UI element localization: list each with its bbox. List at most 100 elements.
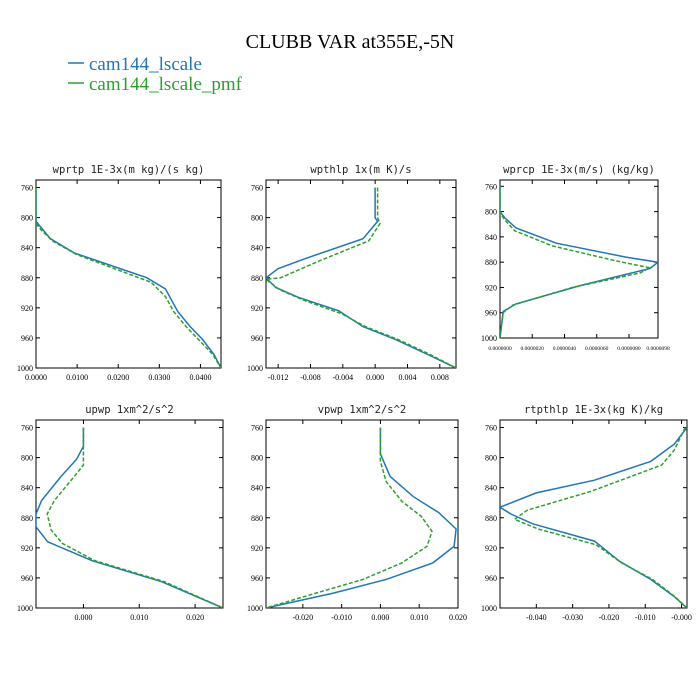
y-tick-label: 1000 [17, 604, 33, 613]
series-line-lscale-pmf [36, 187, 221, 368]
panel-6: rtpthlp 1E-3x(kg K)/kg 760 800 840 880 920 960… [481, 404, 692, 622]
y-tick-label: 840 [251, 244, 263, 253]
y-tick-label: 840 [21, 244, 33, 253]
x-tick-label: -0.012 [268, 373, 289, 382]
panel-1: wprtp 1E-3x(m kg)/(s kg) 760 800 840 880 920 9… [17, 164, 222, 382]
panel-frame [35, 179, 222, 369]
panel-title: vpwp 1xm^2/s^2 [318, 404, 407, 416]
y-tick-label: 840 [485, 484, 497, 493]
series-line-lscale [500, 427, 687, 608]
y-tick-label: 800 [21, 214, 33, 223]
y-tick-label: 920 [251, 544, 263, 553]
y-tick-label: 880 [251, 514, 263, 523]
y-tick-label: 960 [251, 574, 263, 583]
y-tick-label: 760 [485, 182, 497, 191]
x-tick-label: 0.0000020 [521, 346, 545, 352]
series-line-lscale [36, 427, 223, 608]
y-tick-label: 800 [251, 454, 263, 463]
y-tick-label: 800 [485, 208, 497, 217]
panel-title: wprtp 1E-3x(m kg)/(s kg) [53, 164, 205, 176]
y-tick-label: 800 [485, 454, 497, 463]
x-tick-label: -0.004 [332, 373, 353, 382]
x-tick-label: 0.000 [366, 373, 384, 382]
x-tick-label: 0.010 [410, 613, 428, 622]
y-tick-label: 1000 [481, 334, 497, 343]
panel-4: upwp 1xm^2/s^2 760 800 840 880 920 960 1000 0.00… [17, 404, 224, 622]
x-tick-label: 0.0000 [25, 373, 47, 382]
panel-frame [499, 419, 688, 609]
y-tick-label: 960 [485, 309, 497, 318]
y-tick-label: 880 [251, 274, 263, 283]
series-line-lscale-pmf [266, 187, 456, 368]
x-tick-label: 0.000 [74, 613, 92, 622]
series-line-lscale-pmf [46, 427, 223, 608]
panel-title: upwp 1xm^2/s^2 [85, 404, 174, 416]
y-tick-label: 760 [21, 184, 33, 193]
y-tick-label: 800 [251, 214, 263, 223]
x-tick-label: 0.008 [431, 373, 449, 382]
x-tick-label: 0.0000000 [488, 346, 512, 352]
panel-frame [265, 419, 459, 609]
x-tick-label: 0.0000098 [646, 346, 670, 352]
y-tick-label: 920 [251, 304, 263, 313]
x-tick-label: 0.0000080 [617, 346, 641, 352]
x-tick-label: 0.020 [186, 613, 204, 622]
x-tick-label: -0.030 [562, 613, 583, 622]
y-tick-label: 1000 [247, 604, 263, 613]
x-tick-label: -0.008 [300, 373, 321, 382]
y-tick-label: 800 [21, 454, 33, 463]
y-tick-label: 760 [485, 424, 497, 433]
x-tick-label: -0.010 [635, 613, 656, 622]
y-tick-label: 1000 [481, 604, 497, 613]
x-tick-label: 0.0200 [107, 373, 129, 382]
x-tick-label: 0.020 [449, 613, 467, 622]
series-line-lscale-pmf [266, 427, 433, 608]
y-tick-label: 880 [485, 514, 497, 523]
series-line-lscale [36, 187, 221, 368]
legend-label-lscale: cam144_lscale [89, 54, 202, 75]
y-tick-label: 840 [21, 484, 33, 493]
y-tick-label: 920 [485, 283, 497, 292]
x-tick-label: 0.0000060 [585, 346, 609, 352]
y-tick-label: 880 [21, 274, 33, 283]
panel-title: wprcp 1E-3x(m/s) (kg/kg) [503, 164, 655, 176]
figure-legend: cam144_lscale cam144_lscale_pmf [68, 54, 243, 95]
y-tick-label: 960 [21, 574, 33, 583]
y-tick-label: 1000 [17, 364, 33, 373]
x-tick-label: -0.040 [526, 613, 547, 622]
y-tick-label: 760 [251, 184, 263, 193]
panels: wprtp 1E-3x(m kg)/(s kg) 760 800 840 880 920 9… [17, 164, 692, 622]
y-tick-label: 960 [251, 334, 263, 343]
y-tick-label: 840 [251, 484, 263, 493]
panel-frame [35, 419, 224, 609]
series-line-lscale [266, 187, 456, 368]
series-line-lscale-pmf [500, 186, 653, 338]
x-tick-label: 0.010 [130, 613, 148, 622]
panel-5: vpwp 1xm^2/s^2 760 800 840 880 920 960 1000 -0.0… [247, 404, 467, 622]
y-tick-label: 1000 [247, 364, 263, 373]
y-tick-label: 920 [485, 544, 497, 553]
panel-title: rtpthlp 1E-3x(kg K)/kg [524, 404, 663, 416]
y-tick-label: 880 [485, 258, 497, 267]
x-tick-label: -0.020 [293, 613, 314, 622]
x-tick-label: 0.0300 [148, 373, 170, 382]
x-tick-label: 0.0100 [66, 373, 88, 382]
figure-title: CLUBB VAR at355E,-5N [246, 31, 455, 53]
x-tick-label: -0.020 [599, 613, 620, 622]
y-tick-label: 760 [251, 424, 263, 433]
panel-frame [499, 179, 659, 339]
x-tick-label: 0.004 [398, 373, 416, 382]
panel-title: wpthlp 1x(m K)/s [310, 164, 411, 176]
y-tick-label: 960 [485, 574, 497, 583]
y-tick-label: 760 [21, 424, 33, 433]
x-tick-label: 0.0000040 [553, 346, 577, 352]
series-line-lscale [266, 427, 457, 608]
x-tick-label: 0.0400 [189, 373, 211, 382]
x-tick-label: -0.000 [671, 613, 692, 622]
y-tick-label: 960 [21, 334, 33, 343]
panel-frame [265, 179, 457, 369]
x-tick-label: 0.000 [371, 613, 389, 622]
y-tick-label: 920 [21, 304, 33, 313]
panel-3: wprcp 1E-3x(m/s) (kg/kg) 760 800 840 880 920 9… [481, 164, 670, 352]
